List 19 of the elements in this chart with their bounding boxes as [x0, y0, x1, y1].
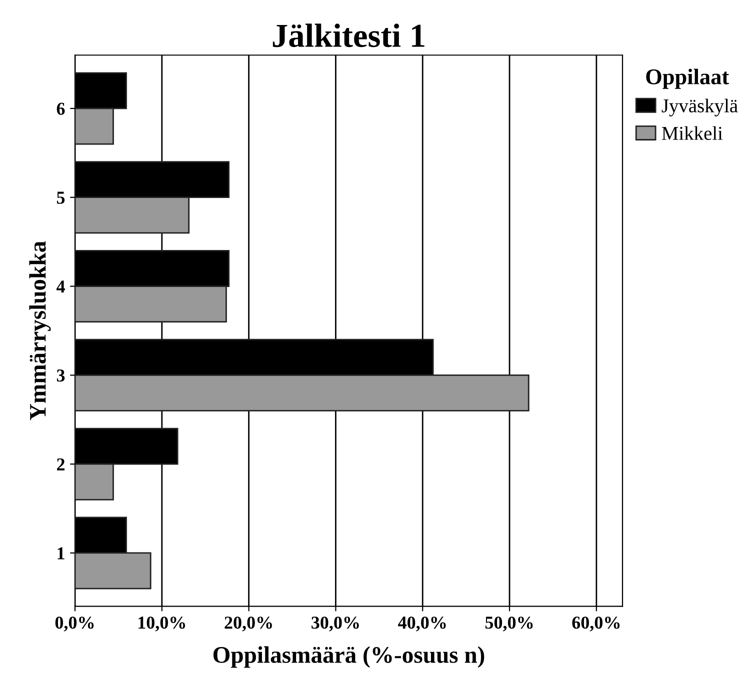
x-axis-title: Oppilasmäärä (%-osuus n)	[213, 646, 484, 668]
y-tick-label: 4	[56, 280, 65, 293]
x-tick-label: 30,0%	[312, 616, 359, 632]
legend-title: Oppilaat	[646, 68, 729, 89]
y-axis-title: Ymmärrysluokka	[29, 241, 51, 420]
x-tick-label: 20,0%	[224, 616, 272, 632]
x-tick-label: 40,0%	[398, 616, 446, 632]
legend-label: Mikkeli	[662, 126, 723, 140]
y-tick-label: 2	[57, 458, 64, 470]
y-tick-label: 6	[56, 102, 65, 115]
y-tick-label: 3	[56, 369, 65, 382]
x-tick-label: 50,0%	[485, 616, 533, 632]
chart-title: Jälkitesti 1	[272, 24, 424, 48]
y-tick-label: 5	[56, 192, 65, 204]
legend-label: Jyväskylä	[662, 98, 738, 116]
x-tick-label: 10,0%	[138, 616, 186, 632]
x-tick-label: 60,0%	[572, 616, 620, 632]
x-tick-label: 0,0%	[55, 616, 94, 632]
y-tick-label: 1	[58, 547, 64, 560]
